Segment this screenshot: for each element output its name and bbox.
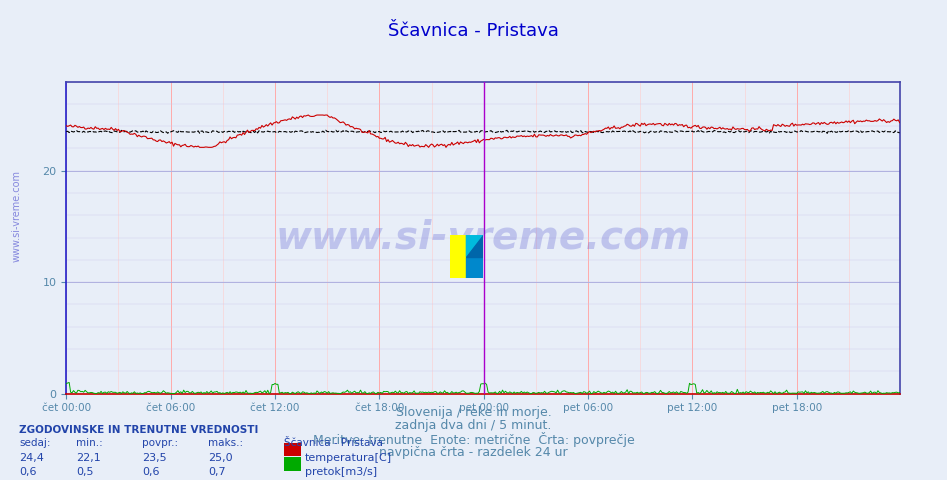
Bar (466, 257, 483, 278)
Text: 25,0: 25,0 (208, 453, 233, 463)
Text: 24,4: 24,4 (19, 453, 44, 463)
Text: 0,7: 0,7 (208, 467, 226, 477)
Polygon shape (466, 235, 483, 257)
Text: zadnja dva dni / 5 minut.: zadnja dva dni / 5 minut. (395, 419, 552, 432)
Text: www.si-vreme.com: www.si-vreme.com (11, 170, 22, 262)
Text: pretok[m3/s]: pretok[m3/s] (305, 467, 377, 477)
Text: temperatura[C]: temperatura[C] (305, 453, 392, 463)
Text: Slovenija / reke in morje.: Slovenija / reke in morje. (396, 406, 551, 419)
Text: ZGODOVINSKE IN TRENUTNE VREDNOSTI: ZGODOVINSKE IN TRENUTNE VREDNOSTI (19, 425, 259, 435)
Text: Ščavnica - Pristava: Ščavnica - Pristava (284, 438, 383, 448)
Text: 0,6: 0,6 (19, 467, 36, 477)
Text: min.:: min.: (76, 438, 102, 448)
Text: navpična črta - razdelek 24 ur: navpična črta - razdelek 24 ur (379, 446, 568, 459)
Polygon shape (466, 235, 483, 257)
Text: www.si-vreme.com: www.si-vreme.com (276, 218, 690, 257)
Text: Meritve: trenutne  Enote: metrične  Črta: povprečje: Meritve: trenutne Enote: metrične Črta: … (313, 432, 634, 447)
Text: Ščavnica - Pristava: Ščavnica - Pristava (388, 22, 559, 40)
Text: 0,5: 0,5 (76, 467, 93, 477)
Text: maks.:: maks.: (208, 438, 243, 448)
Text: sedaj:: sedaj: (19, 438, 50, 448)
Text: 23,5: 23,5 (142, 453, 167, 463)
Text: 22,1: 22,1 (76, 453, 100, 463)
Text: povpr.:: povpr.: (142, 438, 178, 448)
Bar (450, 235, 466, 278)
Text: 0,6: 0,6 (142, 467, 159, 477)
